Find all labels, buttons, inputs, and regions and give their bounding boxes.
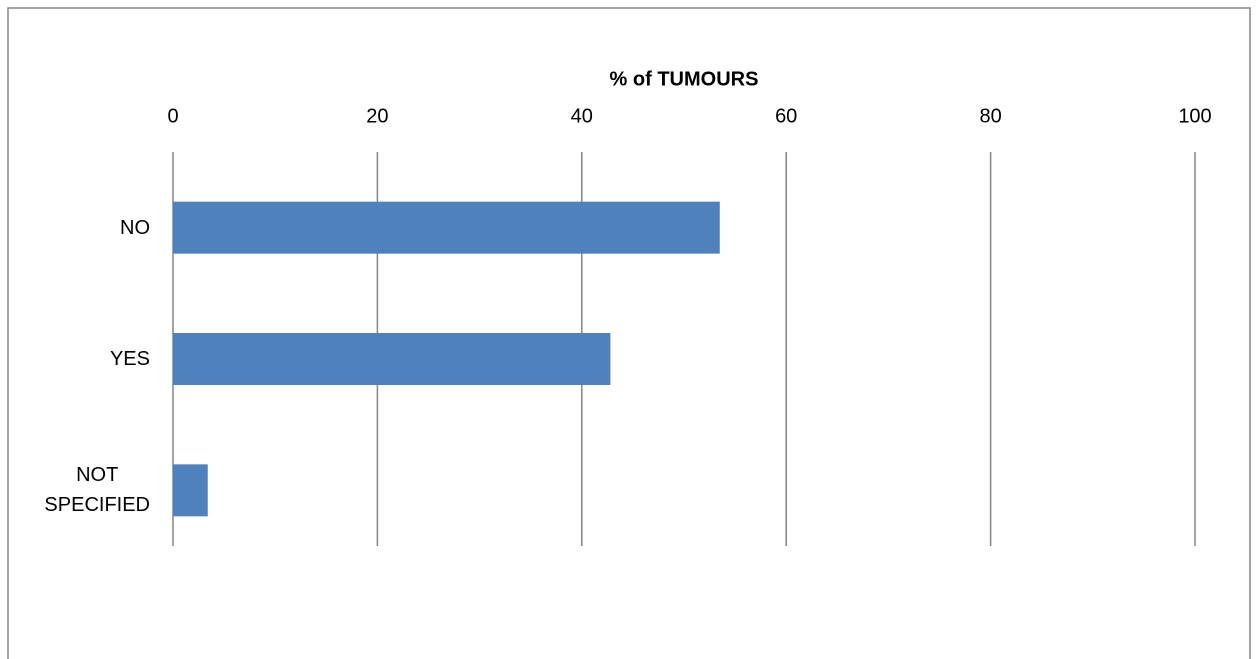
x-tick-label: 0: [167, 105, 178, 127]
axis-title: % of TUMOURS: [610, 68, 759, 90]
x-tick-label: 20: [366, 105, 388, 127]
y-tick-label-box: NO: [0, 188, 150, 268]
y-tick-label-box: NOT SPECIFIED: [0, 450, 150, 530]
y-tick-label-box: YES: [0, 319, 150, 399]
y-tick-label: NO: [120, 216, 150, 239]
x-tick-label: 100: [1178, 105, 1211, 127]
x-tick-label: 80: [979, 105, 1001, 127]
y-tick-label: NOT SPECIFIED: [44, 464, 150, 517]
y-tick-label: YES: [109, 348, 150, 370]
bar: [173, 333, 611, 385]
bar: [173, 464, 208, 517]
x-tick-label: 60: [775, 105, 797, 127]
bar: [173, 201, 720, 254]
chart-frame: [7, 7, 1251, 659]
x-tick-label: 40: [571, 105, 593, 127]
